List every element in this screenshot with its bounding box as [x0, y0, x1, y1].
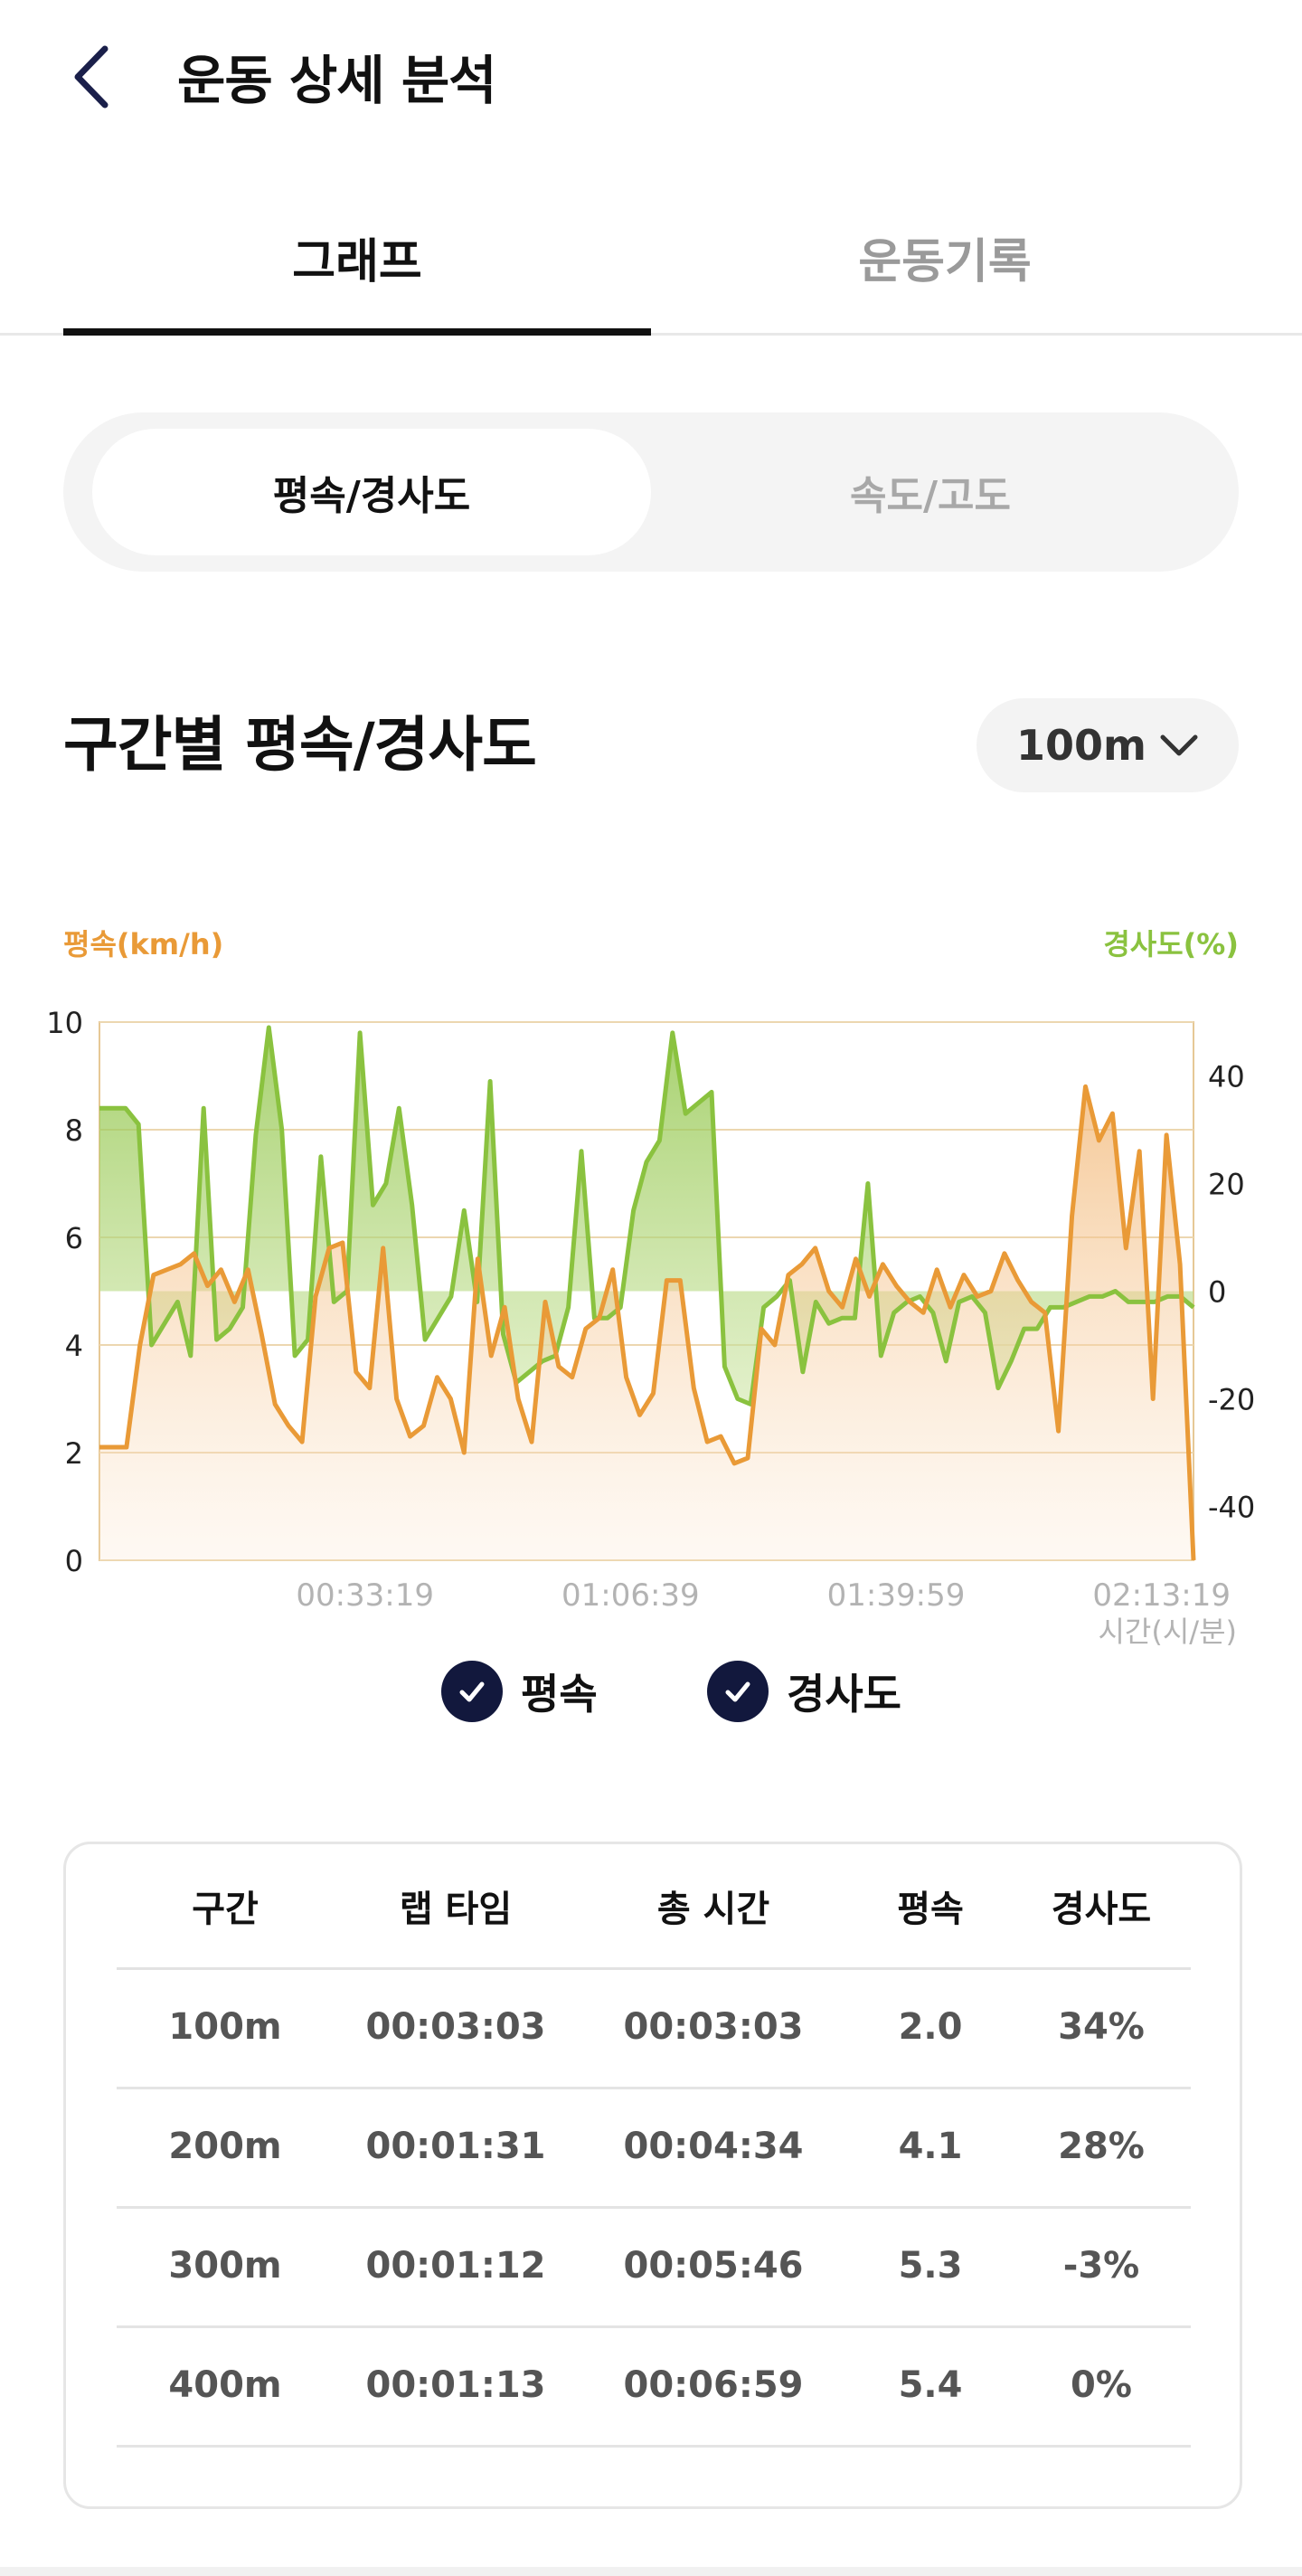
cell-section: 200m: [168, 2126, 282, 2167]
speed-grade-chart: 평속(km/h) 경사도(%) 0 2 4 6 8 10 -40 -20 0 20 40 00:33:…: [0, 923, 1302, 1664]
col-header-grade: 경사도: [1051, 1889, 1152, 1930]
cell-avg-speed: 4.1: [898, 2126, 963, 2167]
x-axis-label: 시간(시/분): [1098, 1615, 1237, 1649]
cell-total-time: 00:03:03: [623, 2006, 804, 2048]
chart-svg: 평속(km/h) 경사도(%) 0 2 4 6 8 10 -40 -20 0 20 40 00:33:…: [46, 927, 1255, 1649]
x-tick-label: 01:06:39: [561, 1577, 700, 1614]
page-title: 운동 상세 분석: [177, 50, 497, 111]
cell-lap-time: 00:03:03: [365, 2006, 546, 2048]
x-tick-label: 00:33:19: [296, 1577, 434, 1614]
back-button[interactable]: [63, 36, 127, 118]
left-tick-label: 6: [65, 1221, 83, 1255]
col-header-total-time: 총 시간: [656, 1889, 770, 1930]
distance-dropdown[interactable]: 100m: [976, 698, 1239, 792]
table-row: 200m 00:01:31 00:04:34 4.1 28%: [117, 2087, 1191, 2209]
legend-label-speed: 평속: [521, 1670, 598, 1719]
right-tick-label: -40: [1208, 1491, 1255, 1525]
cell-grade: 0%: [1071, 2364, 1132, 2406]
cell-grade: -3%: [1062, 2245, 1140, 2287]
check-icon: [707, 1661, 769, 1722]
cell-total-time: 00:04:34: [623, 2126, 804, 2167]
left-tick-label: 0: [65, 1544, 83, 1578]
legend-toggle-grade[interactable]: 경사도: [707, 1655, 901, 1728]
table-row: 300m 00:01:12 00:05:46 5.3 -3%: [117, 2206, 1191, 2328]
app-header: 운동 상세 분석: [0, 0, 1302, 154]
col-header-avg-speed: 평속: [897, 1889, 964, 1930]
chart-areas: [99, 1028, 1194, 1560]
check-icon: [441, 1661, 503, 1722]
cell-section: 300m: [168, 2245, 282, 2287]
section-title: 구간별 평속/경사도: [63, 710, 537, 780]
tab-workout-record[interactable]: 운동기록: [651, 181, 1239, 333]
left-tick-label: 8: [65, 1113, 83, 1148]
right-axis-label: 경사도(%): [1103, 927, 1239, 961]
left-tick-label: 2: [65, 1436, 83, 1471]
speed-series-area: [99, 1086, 1194, 1560]
chart-legend: 평속 경사도: [0, 1655, 1302, 1728]
cell-grade: 34%: [1058, 2006, 1145, 2048]
table-row: 100m 00:03:03 00:03:03 2.0 34%: [117, 1967, 1191, 2089]
grade-series-line: [99, 1025, 1195, 1406]
chart-type-segmented-control: 평속/경사도 속도/고도: [63, 412, 1239, 572]
chart-lines: [99, 1025, 1196, 1561]
lap-table: 구간 랩 타임 총 시간 평속 경사도 100m 00:03:03 00:03:03…: [63, 1842, 1242, 2509]
distance-dropdown-value: 100m: [1016, 721, 1146, 770]
cell-lap-time: 00:01:31: [365, 2126, 546, 2167]
table-row: 400m 00:01:13 00:06:59 5.4 0%: [117, 2325, 1191, 2448]
segment-speed-grade[interactable]: 평속/경사도: [92, 429, 651, 555]
cell-avg-speed: 5.3: [898, 2245, 963, 2287]
chevron-down-icon: [1160, 734, 1198, 756]
right-tick-label: 20: [1208, 1168, 1245, 1202]
left-tick-label: 10: [46, 1006, 83, 1040]
cell-section: 100m: [168, 2006, 282, 2048]
tab-workout-record-label: 운동기록: [858, 234, 1032, 289]
legend-toggle-speed[interactable]: 평속: [441, 1655, 598, 1728]
right-tick-label: 40: [1208, 1060, 1245, 1094]
tab-bar: 그래프 운동기록: [0, 181, 1302, 336]
col-header-section: 구간: [192, 1889, 259, 1930]
chart-ticks: 0 2 4 6 8 10 -40 -20 0 20 40 00:33:19 01:06:39 01:39:…: [46, 1006, 1255, 1614]
x-tick-label: 01:39:59: [827, 1577, 966, 1614]
col-header-lap-time: 랩 타임: [399, 1889, 513, 1930]
cell-grade: 28%: [1058, 2126, 1145, 2167]
active-tab-indicator: [63, 328, 651, 336]
cell-avg-speed: 5.4: [898, 2364, 963, 2406]
left-tick-label: 4: [65, 1329, 83, 1363]
table-header: 구간 랩 타임 총 시간 평속 경사도: [117, 1844, 1191, 1970]
speed-series-line: [99, 1084, 1196, 1561]
bottom-divider: [0, 2567, 1302, 2576]
cell-total-time: 00:06:59: [623, 2364, 804, 2406]
chevron-left-icon: [74, 45, 108, 109]
grade-series-area: [99, 1028, 1194, 1405]
tab-graph-label: 그래프: [292, 234, 422, 289]
cell-lap-time: 00:01:13: [365, 2364, 546, 2406]
cell-total-time: 00:05:46: [623, 2245, 804, 2287]
segment-speed-altitude[interactable]: 속도/고도: [850, 473, 1011, 519]
cell-lap-time: 00:01:12: [365, 2245, 546, 2287]
legend-label-grade: 경사도: [787, 1670, 901, 1719]
cell-avg-speed: 2.0: [898, 2006, 963, 2048]
x-tick-label: 02:13:19: [1092, 1577, 1231, 1614]
left-axis-label: 평속(km/h): [63, 927, 223, 961]
right-tick-label: 0: [1208, 1275, 1226, 1310]
tab-graph[interactable]: 그래프: [63, 181, 651, 333]
right-tick-label: -20: [1208, 1383, 1255, 1417]
cell-section: 400m: [168, 2364, 282, 2406]
